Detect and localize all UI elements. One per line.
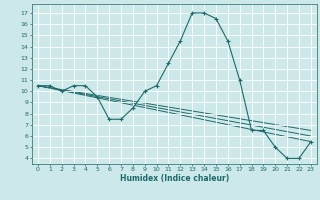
X-axis label: Humidex (Indice chaleur): Humidex (Indice chaleur) — [120, 174, 229, 183]
